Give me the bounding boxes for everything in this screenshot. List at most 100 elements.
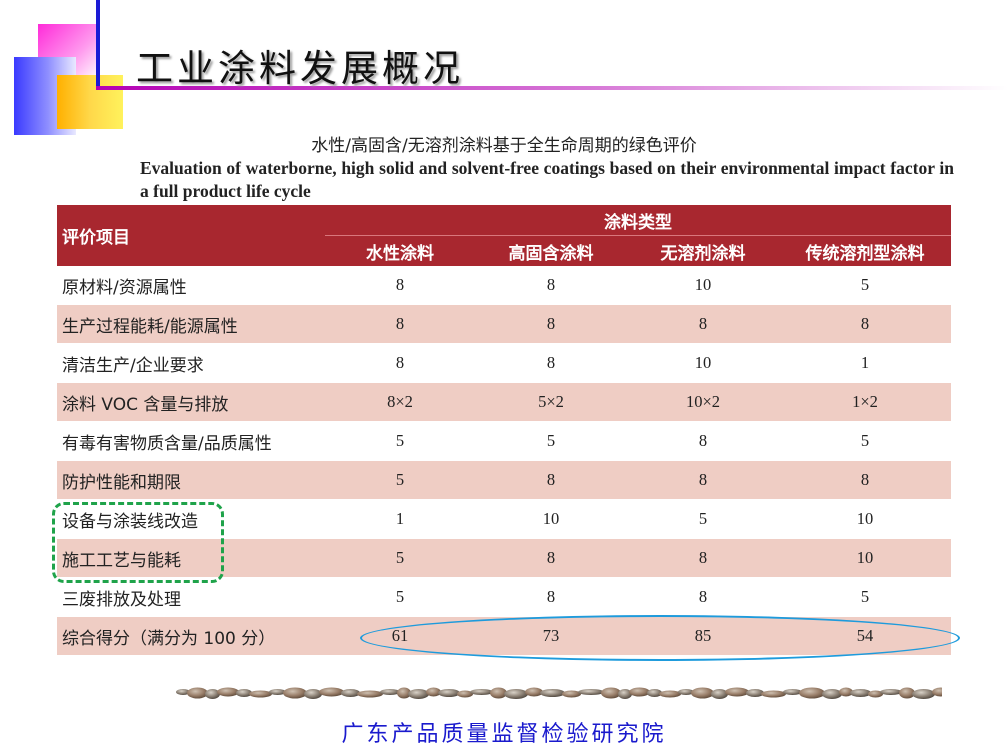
cell-value: 1	[325, 499, 475, 539]
cell-value: 8	[475, 304, 627, 344]
cell-value: 5×2	[475, 382, 627, 422]
table-row: 防护性能和期限 5 8 8 8	[57, 460, 951, 500]
evaluation-table: 评价项目 涂料类型 水性涂料 高固含涂料 无溶剂涂料 传统溶剂型涂料 原材料/资…	[57, 205, 951, 656]
pebble	[304, 689, 322, 699]
cell-value: 1	[779, 343, 951, 383]
cell-value: 8	[627, 460, 779, 500]
row-label: 三废排放及处理	[57, 577, 325, 617]
cell-value: 8	[627, 577, 779, 617]
cell-value: 8	[475, 266, 627, 305]
pebble	[783, 689, 802, 695]
table-row: 原材料/资源属性 8 8 10 5	[57, 266, 951, 305]
pebble	[457, 690, 473, 698]
cell-value: 8	[325, 266, 475, 305]
pebble	[319, 687, 344, 697]
cell-value: 5	[779, 266, 951, 305]
header-coating-type: 涂料类型	[325, 205, 951, 236]
pebble	[438, 689, 460, 697]
pebble	[187, 687, 208, 699]
title-underline	[96, 86, 1008, 90]
cell-value: 8	[627, 304, 779, 344]
row-label: 清洁生产/企业要求	[57, 343, 325, 383]
row-label: 原材料/资源属性	[57, 266, 325, 305]
cell-value: 5	[627, 499, 779, 539]
cell-value: 5	[325, 577, 475, 617]
decor-square-yellow	[57, 75, 123, 129]
pebble	[799, 687, 825, 699]
pebble	[504, 689, 528, 699]
cell-value: 8	[475, 577, 627, 617]
pebble-divider	[176, 687, 942, 699]
row-label: 生产过程能耗/能源属性	[57, 304, 325, 344]
row-label: 设备与涂装线改造	[57, 499, 325, 539]
pebble	[761, 690, 786, 698]
cell-value: 10	[779, 499, 951, 539]
pebble	[176, 689, 190, 695]
pebble	[578, 689, 604, 695]
pebble	[205, 689, 220, 699]
pebble	[283, 687, 307, 699]
pebble	[822, 689, 842, 699]
pebble	[380, 689, 400, 695]
cell-value: 8×2	[325, 382, 475, 422]
pebble	[659, 690, 681, 698]
row-label: 综合得分（满分为 100 分）	[57, 616, 325, 656]
table-row: 设备与涂装线改造 1 10 5 10	[57, 499, 951, 539]
pebble	[725, 687, 749, 697]
pebble	[540, 689, 565, 697]
pebble	[880, 689, 902, 695]
pebble	[618, 689, 632, 699]
pebble	[562, 690, 581, 698]
pebble	[601, 687, 621, 699]
cell-value: 1×2	[779, 382, 951, 422]
pebble	[397, 687, 411, 699]
header-col-traditional: 传统溶剂型涂料	[779, 235, 951, 266]
pebble	[217, 687, 239, 697]
header-col-waterborne: 水性涂料	[325, 235, 475, 266]
pebble	[711, 689, 728, 699]
cell-value: 8	[627, 421, 779, 461]
cell-value: 8	[475, 538, 627, 578]
cell-value: 8	[475, 460, 627, 500]
pebble	[850, 689, 871, 697]
cell-value: 8	[475, 343, 627, 383]
cell-value: 5	[779, 421, 951, 461]
table-row: 施工工艺与能耗 5 8 8 10	[57, 538, 951, 578]
table-caption-english: Evaluation of waterborne, high solid and…	[140, 158, 954, 201]
pebble	[839, 687, 853, 697]
pebble	[912, 689, 935, 699]
cell-value: 10	[779, 538, 951, 578]
header-evaluation-item: 评价项目	[57, 205, 325, 266]
cell-value: 10×2	[627, 382, 779, 422]
pebble	[691, 687, 714, 699]
cell-value: 8	[627, 538, 779, 578]
pebble	[408, 689, 429, 699]
row-label: 涂料 VOC 含量与排放	[57, 382, 325, 422]
cell-value: 10	[627, 343, 779, 383]
dashed-highlight-box	[52, 502, 224, 583]
decor-vertical-line	[96, 0, 100, 88]
table-row: 涂料 VOC 含量与排放 8×2 5×2 10×2 1×2	[57, 382, 951, 422]
pebble	[899, 687, 915, 699]
pebble	[341, 689, 360, 697]
table-row: 清洁生产/企业要求 8 8 10 1	[57, 343, 951, 383]
pebble	[746, 689, 764, 697]
score-highlight-oval	[360, 615, 960, 661]
pebble	[868, 690, 883, 698]
table-row: 三废排放及处理 5 8 8 5	[57, 577, 951, 617]
pebble	[647, 689, 662, 697]
pebble	[678, 689, 694, 695]
cell-value: 8	[779, 460, 951, 500]
header-col-solvent-free: 无溶剂涂料	[627, 235, 779, 266]
cell-value: 5	[325, 460, 475, 500]
pebble	[932, 687, 942, 697]
pebble	[470, 689, 493, 695]
table-row: 生产过程能耗/能源属性 8 8 8 8	[57, 304, 951, 344]
institute-footer: 广东产品质量监督检验研究院	[341, 722, 667, 747]
cell-value: 8	[779, 304, 951, 344]
cell-value: 8	[325, 343, 475, 383]
pebble	[629, 687, 650, 697]
header-col-high-solid: 高固含涂料	[475, 235, 627, 266]
row-label: 有毒有害物质含量/品质属性	[57, 421, 325, 461]
pebble	[269, 689, 286, 695]
